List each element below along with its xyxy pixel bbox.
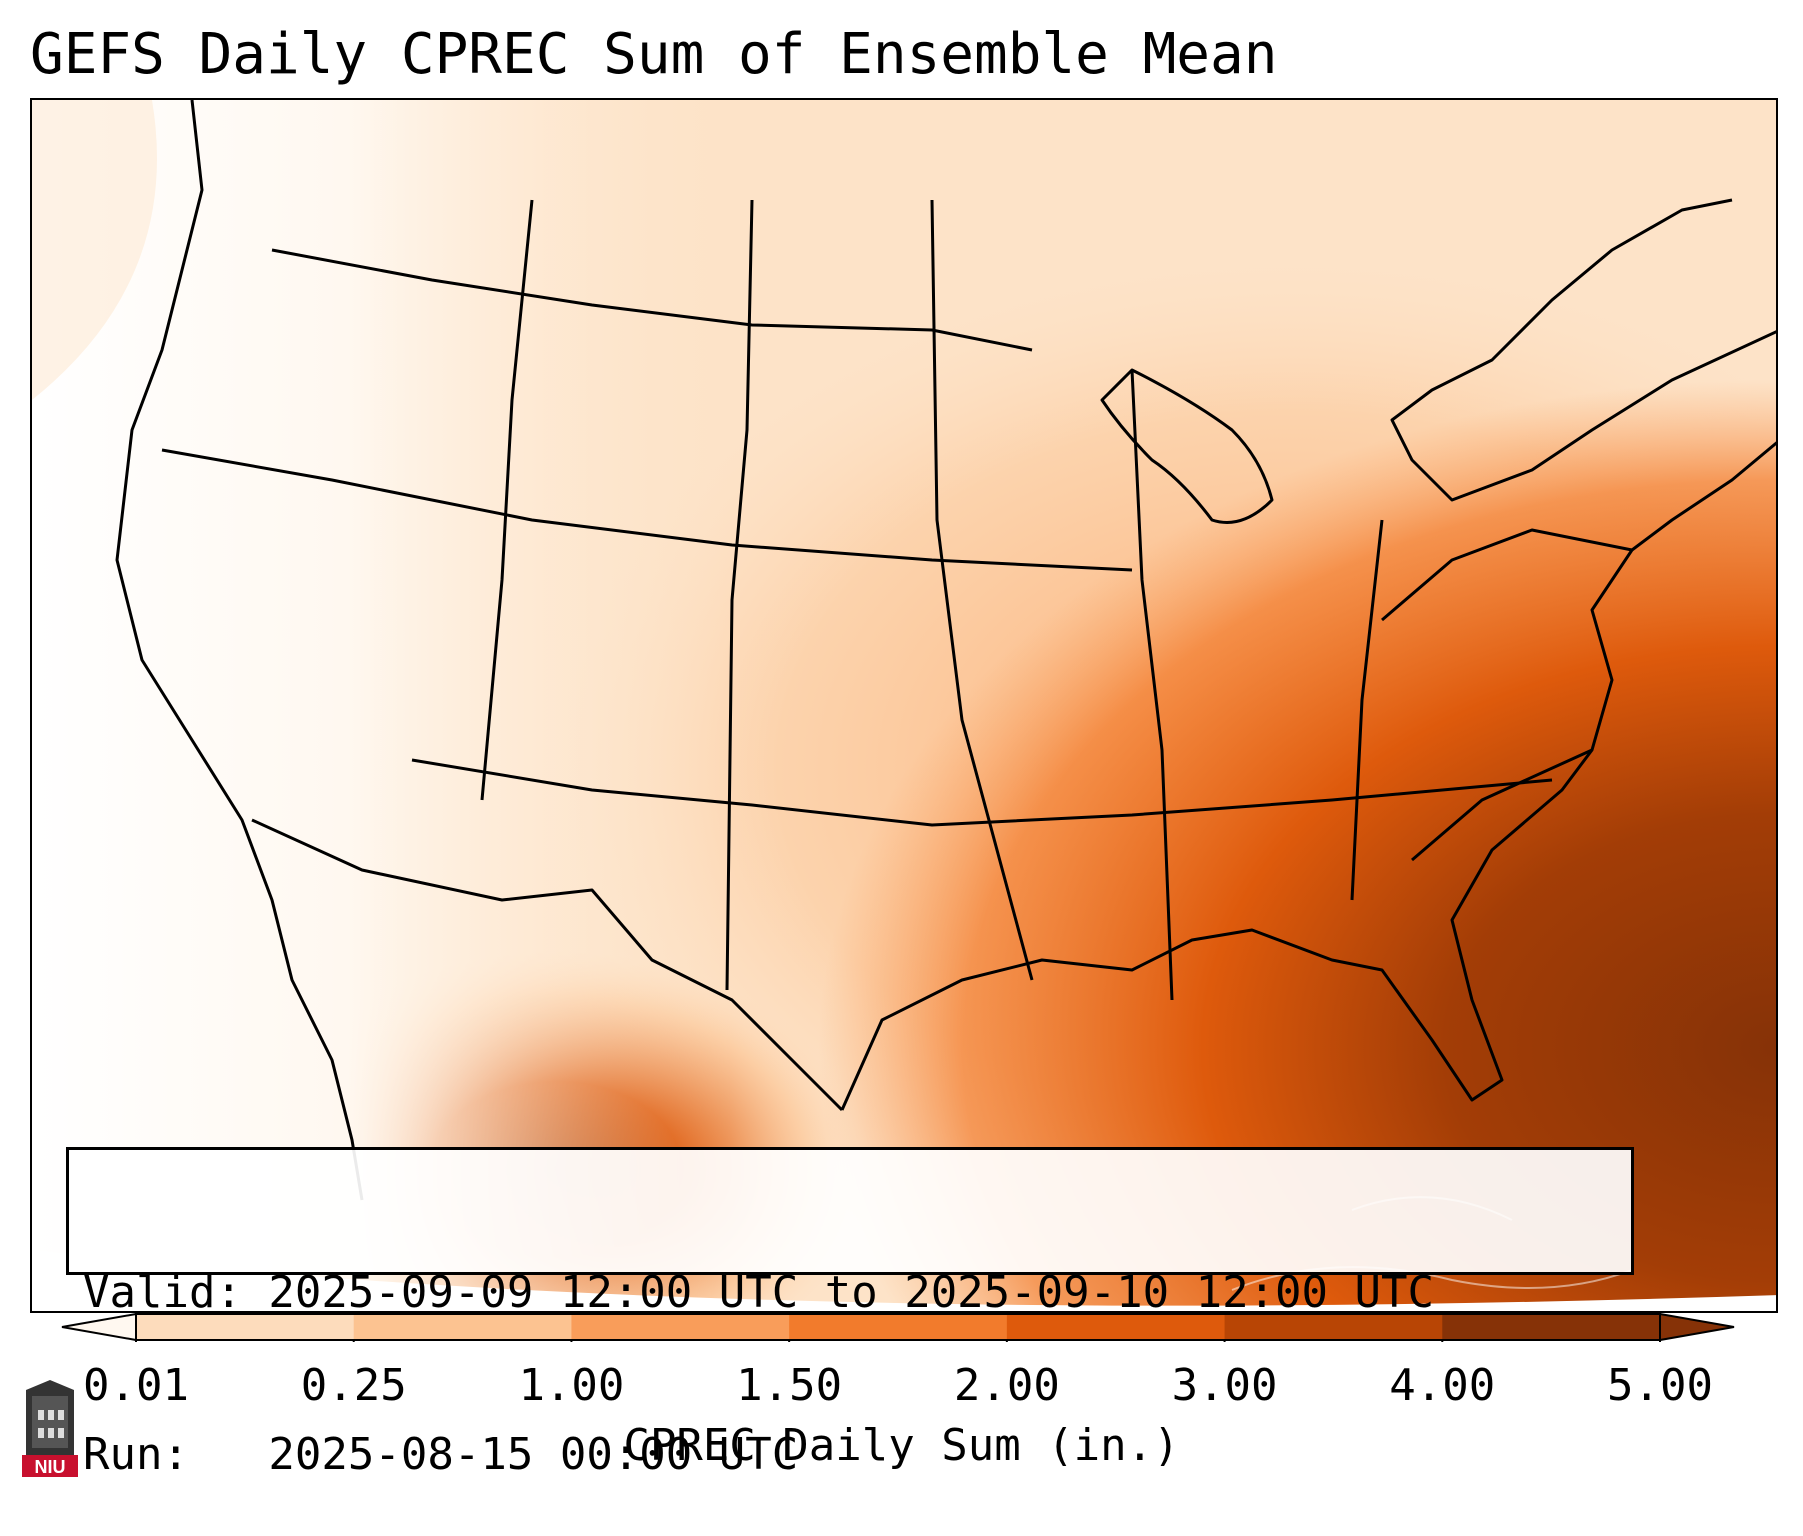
run-time-text: Run: 2025-08-15 00:00 UTC [83, 1429, 799, 1480]
colorbar-tick-label: 0.25 [300, 1360, 407, 1411]
colorbar-tick-label: 2.00 [953, 1360, 1060, 1411]
colorbar-outline [135, 1313, 1661, 1341]
colorbar [61, 1312, 1735, 1342]
colorbar-segment [1442, 1314, 1661, 1340]
precip-map [30, 98, 1778, 1313]
niu-logo-text: NIU [35, 1457, 66, 1477]
colorbar-max-extend-arrow [1659, 1312, 1735, 1342]
colorbar-segment [1224, 1314, 1443, 1340]
colorbar-tick-label: 1.00 [518, 1360, 625, 1411]
colorbar-tick-label: 5.00 [1607, 1360, 1713, 1411]
colorbar-tick-label: 1.50 [736, 1360, 843, 1411]
colorbar-label: CPREC Daily Sum (in.) [623, 1420, 1180, 1471]
colorbar-tick-label: 4.00 [1389, 1360, 1496, 1411]
colorbar-segment [353, 1314, 572, 1340]
colorbar-segment [136, 1314, 355, 1340]
colorbar-tick-label: 3.00 [1171, 1360, 1278, 1411]
validity-info-box: Valid: 2025-09-09 12:00 UTC to 2025-09-1… [66, 1147, 1634, 1480]
colorbar-segment [789, 1314, 1008, 1340]
colorbar-tick-label: 0.01 [83, 1360, 189, 1411]
valid-time-text: Valid: 2025-09-09 12:00 UTC to 2025-09-1… [83, 1267, 1435, 1318]
niu-logo: NIU [22, 1380, 78, 1477]
colorbar-segment [1006, 1314, 1226, 1340]
colorbar-min-extend-arrow [61, 1312, 137, 1342]
page-title: GEFS Daily CPREC Sum of Ensemble Mean [30, 22, 1278, 87]
colorbar-segment [571, 1314, 790, 1340]
